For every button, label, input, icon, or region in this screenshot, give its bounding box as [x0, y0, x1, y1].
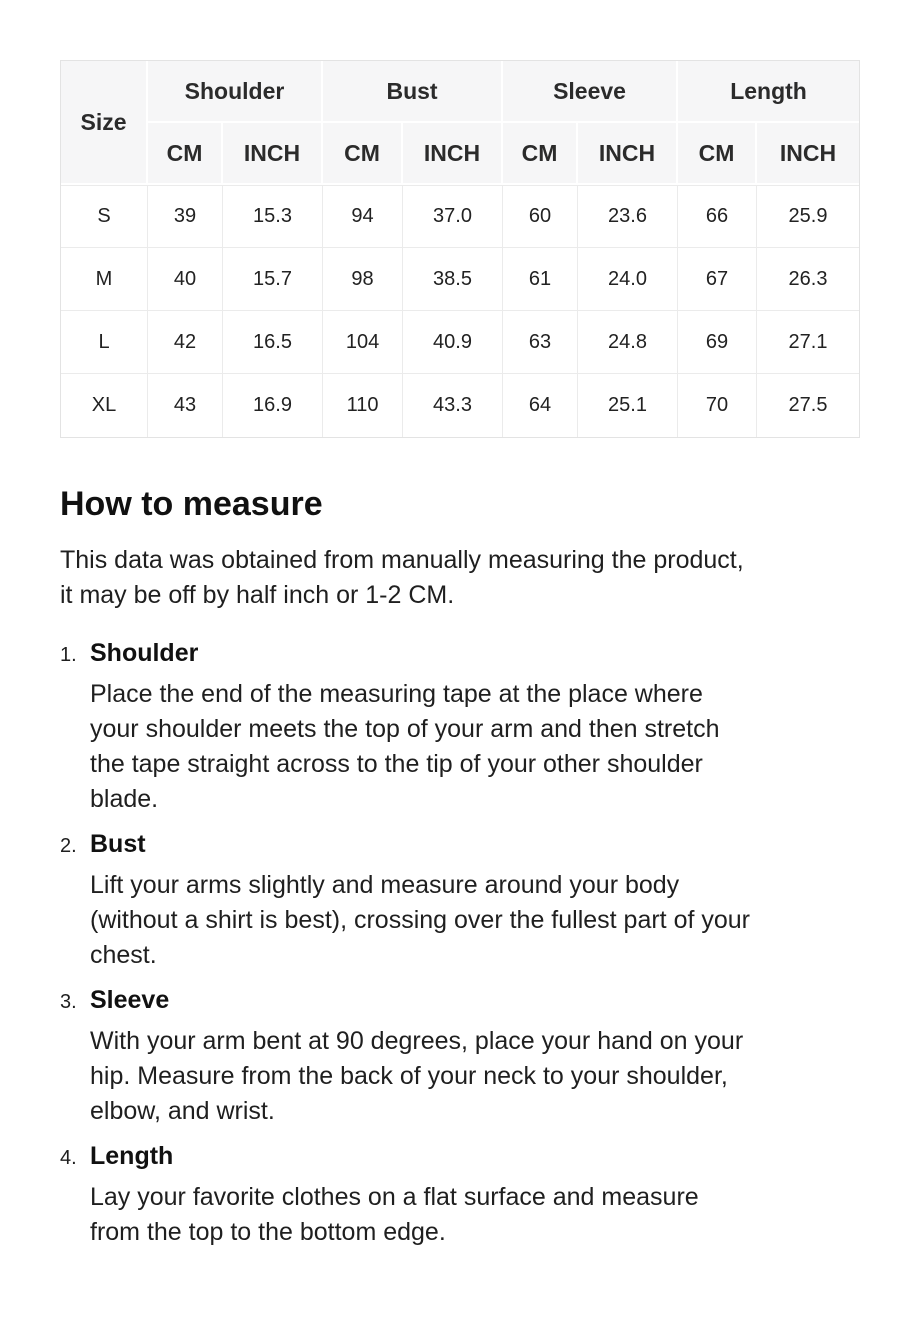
- value-cell: 104: [323, 311, 404, 374]
- table-row-m: M 40 15.7 98 38.5 61 24.0 67 26.3: [61, 248, 860, 311]
- value-cell: 38.5: [403, 248, 504, 311]
- size-cell: M: [61, 248, 148, 311]
- step-title-length: Length: [90, 1142, 174, 1170]
- value-cell: 40.9: [403, 311, 504, 374]
- value-cell: 24.8: [578, 311, 679, 374]
- unit-header-length-inch: INCH: [757, 123, 860, 185]
- table-row-l: L 42 16.5 104 40.9 63 24.8 69 27.1: [61, 311, 860, 374]
- value-cell: 42: [148, 311, 223, 374]
- unit-header-bust-inch: INCH: [403, 123, 504, 185]
- unit-header-bust-cm: CM: [323, 123, 404, 185]
- value-cell: 23.6: [578, 185, 679, 248]
- value-cell: 16.5: [223, 311, 324, 374]
- value-cell: 15.3: [223, 185, 324, 248]
- value-cell: 15.7: [223, 248, 324, 311]
- value-cell: 27.1: [757, 311, 860, 374]
- value-cell: 25.9: [757, 185, 860, 248]
- column-header-length: Length: [678, 61, 860, 123]
- value-cell: 63: [503, 311, 579, 374]
- step-description-bust: Lift your arms slightly and measure arou…: [90, 871, 750, 969]
- value-cell: 98: [323, 248, 404, 311]
- table-row-xl: XL 43 16.9 110 43.3 64 25.1 70 27.5: [61, 374, 860, 437]
- step-number: 2.: [60, 835, 77, 857]
- step-number: 4.: [60, 1147, 77, 1169]
- size-cell: L: [61, 311, 148, 374]
- value-cell: 94: [323, 185, 404, 248]
- column-header-sleeve: Sleeve: [503, 61, 679, 123]
- unit-header-row: CM INCH CM INCH CM INCH CM INCH: [61, 123, 860, 185]
- value-cell: 69: [678, 311, 758, 374]
- value-cell: 66: [678, 185, 758, 248]
- step-description-sleeve: With your arm bent at 90 degrees, place …: [90, 1027, 744, 1125]
- value-cell: 16.9: [223, 374, 324, 437]
- measure-header-row: Size Shoulder Bust Sleeve Length: [61, 61, 860, 185]
- value-cell: 40: [148, 248, 223, 311]
- value-cell: 43: [148, 374, 223, 437]
- measure-step-bust: 2. Bust Lift your arms slightly and meas…: [60, 830, 860, 973]
- step-description-length: Lay your favorite clothes on a flat surf…: [90, 1183, 699, 1246]
- column-header-bust: Bust: [323, 61, 504, 123]
- value-cell: 27.5: [757, 374, 860, 437]
- measure-step-shoulder: 1. Shoulder Place the end of the measuri…: [60, 639, 860, 817]
- value-cell: 43.3: [403, 374, 504, 437]
- unit-header-shoulder-inch: INCH: [223, 123, 324, 185]
- size-chart-table-container: Size Shoulder Bust Sleeve Length CM INCH…: [60, 60, 860, 438]
- value-cell: 26.3: [757, 248, 860, 311]
- value-cell: 67: [678, 248, 758, 311]
- value-cell: 25.1: [578, 374, 679, 437]
- unit-header-shoulder-cm: CM: [148, 123, 223, 185]
- value-cell: 37.0: [403, 185, 504, 248]
- value-cell: 60: [503, 185, 579, 248]
- value-cell: 64: [503, 374, 579, 437]
- size-cell: XL: [61, 374, 148, 437]
- measure-steps-list: 1. Shoulder Place the end of the measuri…: [60, 639, 860, 1250]
- step-title-sleeve: Sleeve: [90, 986, 170, 1014]
- step-title-shoulder: Shoulder: [90, 639, 199, 667]
- step-number: 3.: [60, 991, 77, 1013]
- unit-header-sleeve-inch: INCH: [578, 123, 679, 185]
- value-cell: 39: [148, 185, 223, 248]
- value-cell: 110: [323, 374, 404, 437]
- table-row-s: S 39 15.3 94 37.0 60 23.6 66 25.9: [61, 185, 860, 248]
- step-title-bust: Bust: [90, 830, 146, 858]
- unit-header-sleeve-cm: CM: [503, 123, 579, 185]
- step-body: Sleeve With your arm bent at 90 degrees,…: [90, 986, 860, 1129]
- step-body: Shoulder Place the end of the measuring …: [90, 639, 860, 817]
- value-cell: 61: [503, 248, 579, 311]
- value-cell: 70: [678, 374, 758, 437]
- measure-step-sleeve: 3. Sleeve With your arm bent at 90 degre…: [60, 986, 860, 1129]
- measure-intro-text: This data was obtained from manually mea…: [60, 546, 744, 609]
- size-chart-table: Size Shoulder Bust Sleeve Length CM INCH…: [61, 61, 860, 437]
- step-description-shoulder: Place the end of the measuring tape at t…: [90, 680, 720, 813]
- column-header-size: Size: [61, 61, 148, 185]
- value-cell: 24.0: [578, 248, 679, 311]
- step-body: Length Lay your favorite clothes on a fl…: [90, 1142, 860, 1250]
- size-guide-page: Size Shoulder Bust Sleeve Length CM INCH…: [60, 60, 860, 1250]
- unit-header-length-cm: CM: [678, 123, 758, 185]
- measure-step-length: 4. Length Lay your favorite clothes on a…: [60, 1142, 860, 1250]
- step-number: 1.: [60, 644, 77, 666]
- size-cell: S: [61, 185, 148, 248]
- how-to-measure-heading: How to measure: [60, 485, 323, 523]
- step-body: Bust Lift your arms slightly and measure…: [90, 830, 860, 973]
- column-header-shoulder: Shoulder: [148, 61, 324, 123]
